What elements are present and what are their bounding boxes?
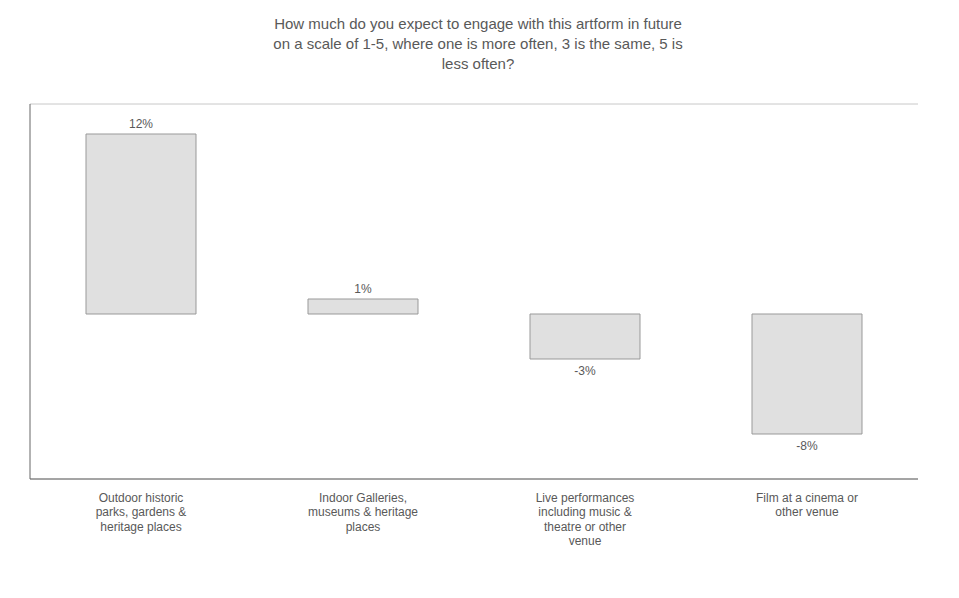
svg-text:Outdoor historicparks, gardens: Outdoor historicparks, gardens &heritage… <box>96 491 187 534</box>
svg-text:Film at a cinema orother venue: Film at a cinema orother venue <box>756 491 858 519</box>
svg-text:Indoor Galleries,museums & her: Indoor Galleries,museums & heritageplace… <box>308 491 418 534</box>
svg-text:1%: 1% <box>354 282 372 296</box>
svg-text:-8%: -8% <box>796 439 818 453</box>
svg-text:-3%: -3% <box>574 364 596 378</box>
svg-text:Live performancesincluding mus: Live performancesincluding music &theatr… <box>536 491 635 548</box>
svg-text:12%: 12% <box>129 117 153 131</box>
html-text:How much do you expect to enga: How much do you expect to engage with th… <box>273 15 683 72</box>
